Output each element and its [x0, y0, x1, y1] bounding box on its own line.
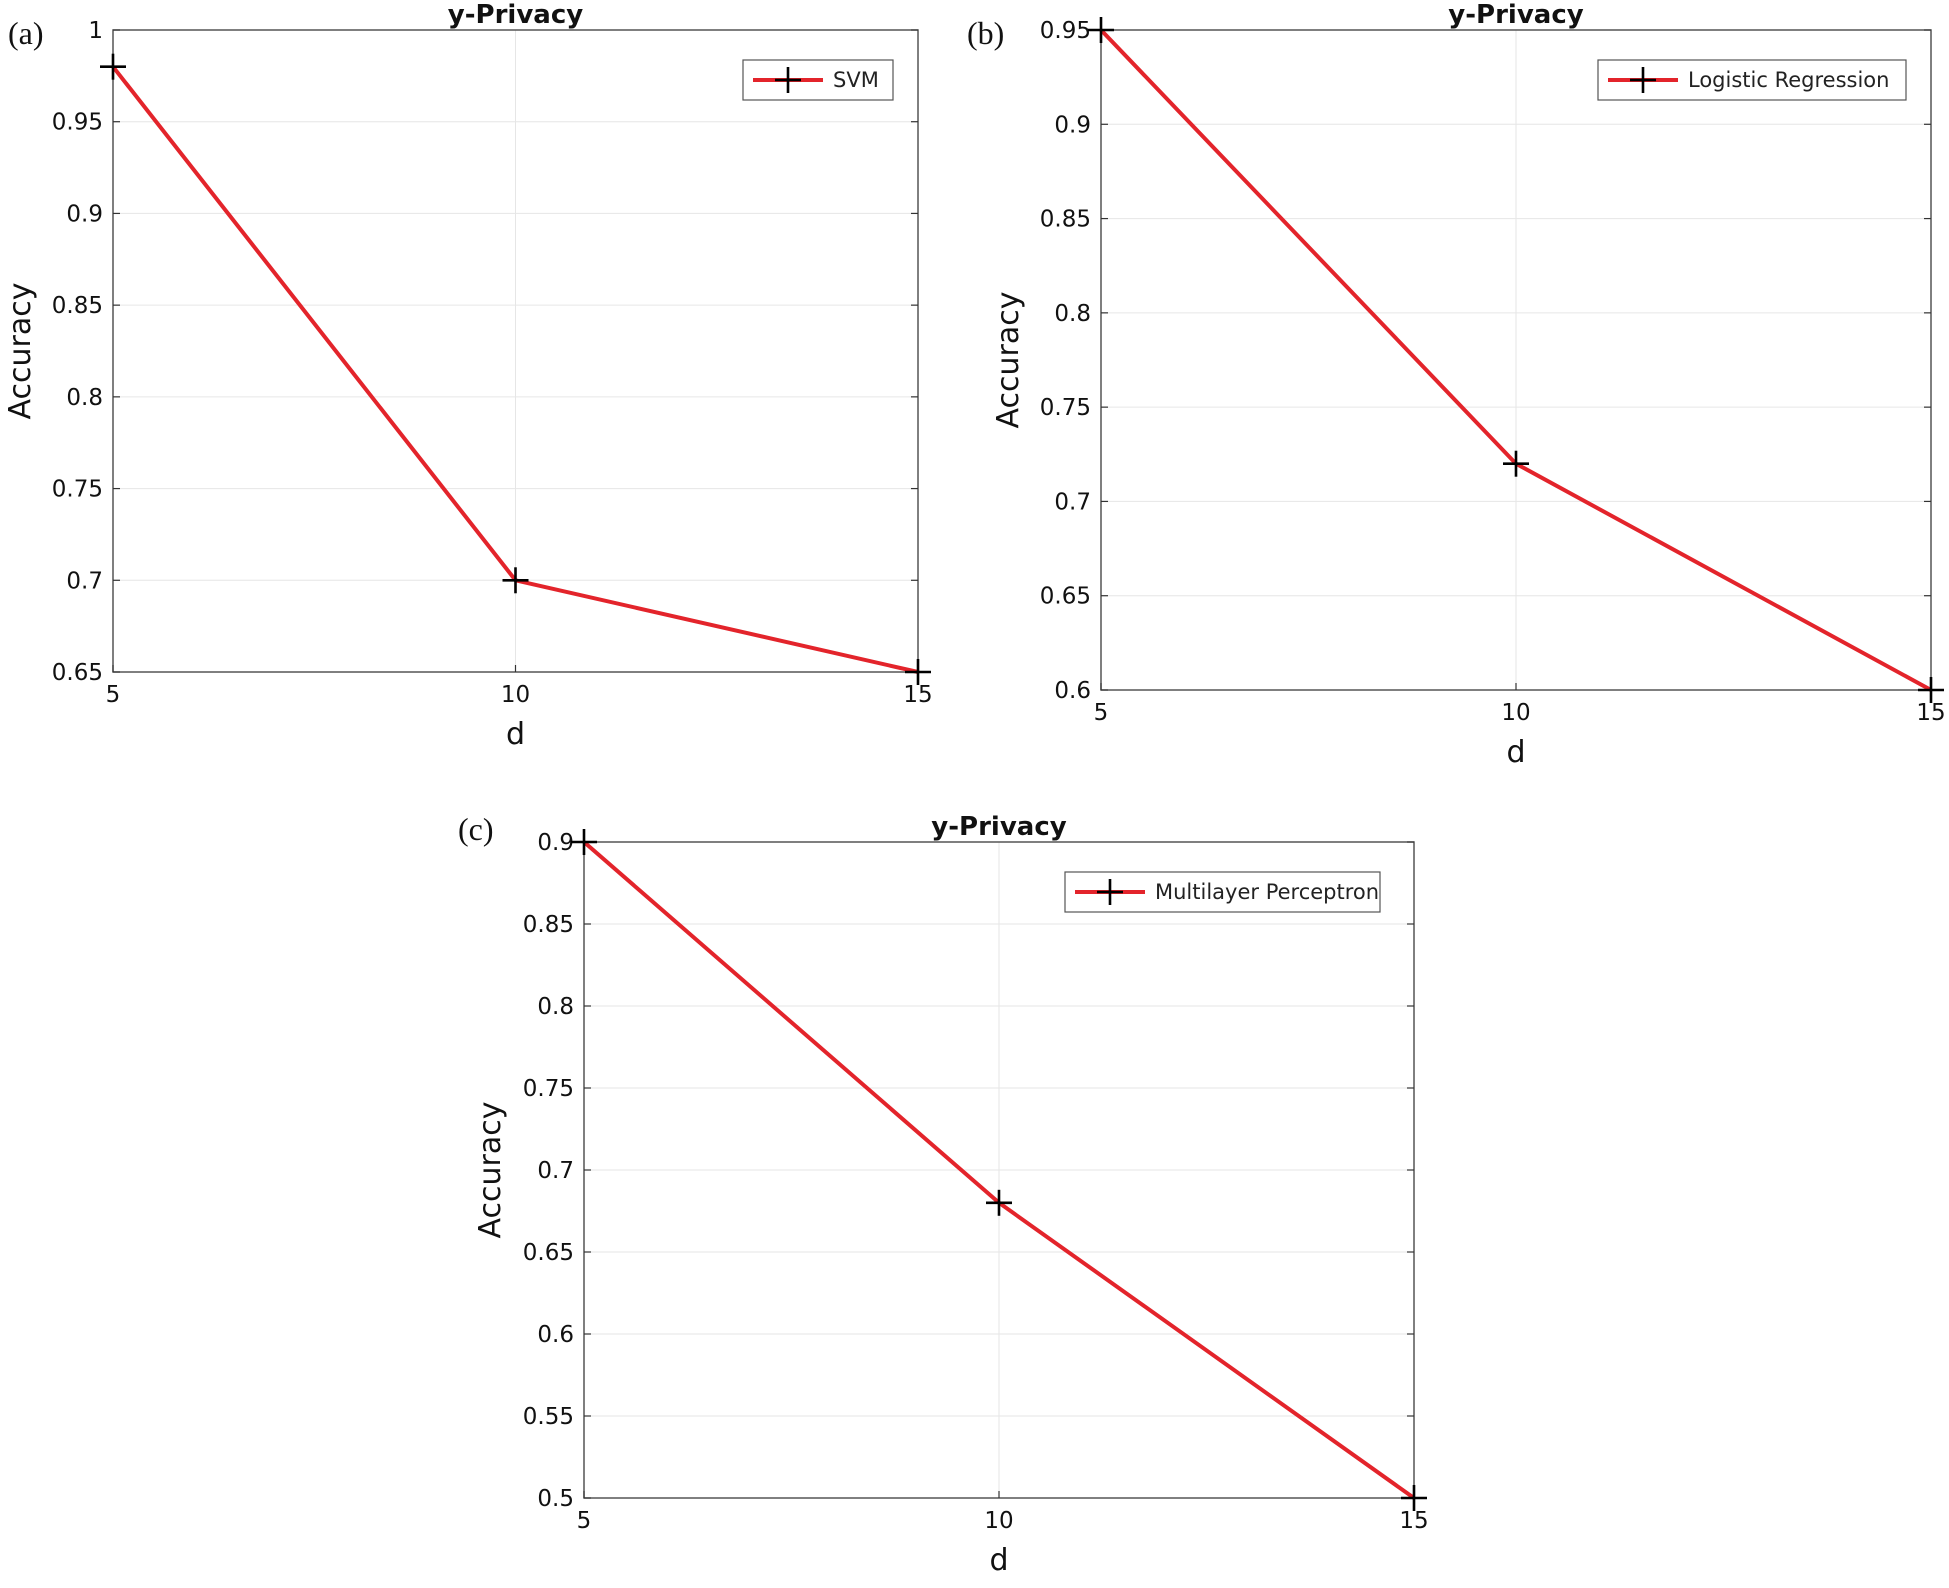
x-tick-label: 10 — [501, 682, 530, 708]
y-tick-label: 0.75 — [523, 1076, 574, 1102]
y-tick-label: 0.8 — [1054, 301, 1091, 327]
y-tick-label: 0.8 — [66, 385, 103, 411]
x-tick-label: 5 — [106, 682, 121, 708]
panel-label: (c) — [458, 811, 494, 847]
x-tick-label: 10 — [984, 1508, 1013, 1534]
y-tick-label: 0.9 — [1054, 112, 1091, 138]
legend-marker — [1630, 67, 1656, 93]
y-tick-label: 0.75 — [52, 477, 103, 503]
data-point-marker — [502, 567, 529, 594]
y-tick-label: 0.75 — [1040, 395, 1091, 421]
x-tick-label: 15 — [903, 682, 932, 708]
legend: SVM — [742, 59, 894, 101]
chart-panel-3: 0.5 0.55 0.6 0.65 0.7 0.75 0.8 0.85 0.9 5 10 15 y-Pr… — [458, 811, 1429, 1578]
data-point-marker — [905, 659, 931, 685]
y-tick-label: 0.95 — [1040, 18, 1091, 44]
y-tick-label: 0.7 — [66, 568, 103, 594]
chart-panel-2: 0.6 0.65 0.7 0.75 0.8 0.85 0.9 0.95 5 10 15 y-Priva… — [967, 0, 1946, 770]
legend-marker — [775, 67, 801, 93]
x-tick-label: 15 — [1399, 1508, 1428, 1534]
y-tick-label: 0.65 — [52, 660, 103, 686]
x-axis-label: d — [1506, 735, 1525, 770]
y-tick-label: 0.5 — [537, 1486, 574, 1512]
y-tick-label: 0.85 — [523, 912, 574, 938]
x-tick-label: 5 — [577, 1508, 592, 1534]
legend-marker — [1097, 879, 1123, 905]
x-axis-label: d — [506, 717, 525, 752]
x-tick-label: 10 — [1501, 700, 1530, 726]
data-point-marker — [1503, 450, 1529, 477]
x-axis-label: d — [989, 1543, 1008, 1578]
y-tick-label: 0.65 — [523, 1240, 574, 1266]
y-tick-label: 0.85 — [1040, 207, 1091, 233]
chart-title: y-Privacy — [931, 812, 1066, 842]
data-point-marker — [986, 1189, 1012, 1216]
chart-title: y-Privacy — [1448, 0, 1583, 30]
y-tick-label: 0.65 — [1040, 584, 1091, 610]
legend-entry-label: SVM — [833, 68, 879, 92]
legend: Logistic Regression — [1597, 59, 1907, 101]
x-tick-label: 15 — [1916, 700, 1945, 726]
data-point-marker — [1401, 1485, 1427, 1511]
y-tick-label: 1 — [88, 18, 103, 44]
y-axis-label: Accuracy — [991, 292, 1026, 429]
data-point-marker — [100, 53, 126, 80]
legend-entry-label: Logistic Regression — [1688, 68, 1889, 92]
y-tick-label: 0.6 — [1054, 678, 1091, 704]
y-axis-label: Accuracy — [473, 1102, 508, 1239]
y-tick-label: 0.7 — [1054, 489, 1091, 515]
y-tick-label: 0.55 — [523, 1404, 574, 1430]
y-tick-label: 0.9 — [537, 830, 574, 856]
data-point-marker — [571, 829, 597, 855]
y-tick-label: 0.95 — [52, 110, 103, 136]
x-tick-label: 5 — [1094, 700, 1109, 726]
legend-entry-label: Multilayer Perceptron — [1155, 880, 1379, 904]
y-tick-label: 0.8 — [537, 994, 574, 1020]
y-tick-label: 0.85 — [52, 293, 103, 319]
y-tick-label: 0.9 — [66, 201, 103, 227]
data-point-marker — [1918, 677, 1944, 703]
chart-title: y-Privacy — [448, 0, 583, 30]
y-tick-label: 0.7 — [537, 1158, 574, 1184]
data-point-marker — [1088, 17, 1114, 43]
panel-label: (a) — [8, 15, 44, 51]
y-tick-label: 0.6 — [537, 1322, 574, 1348]
legend: Multilayer Perceptron — [1064, 871, 1381, 913]
panel-label: (b) — [967, 15, 1004, 51]
y-axis-label: Accuracy — [3, 283, 38, 420]
